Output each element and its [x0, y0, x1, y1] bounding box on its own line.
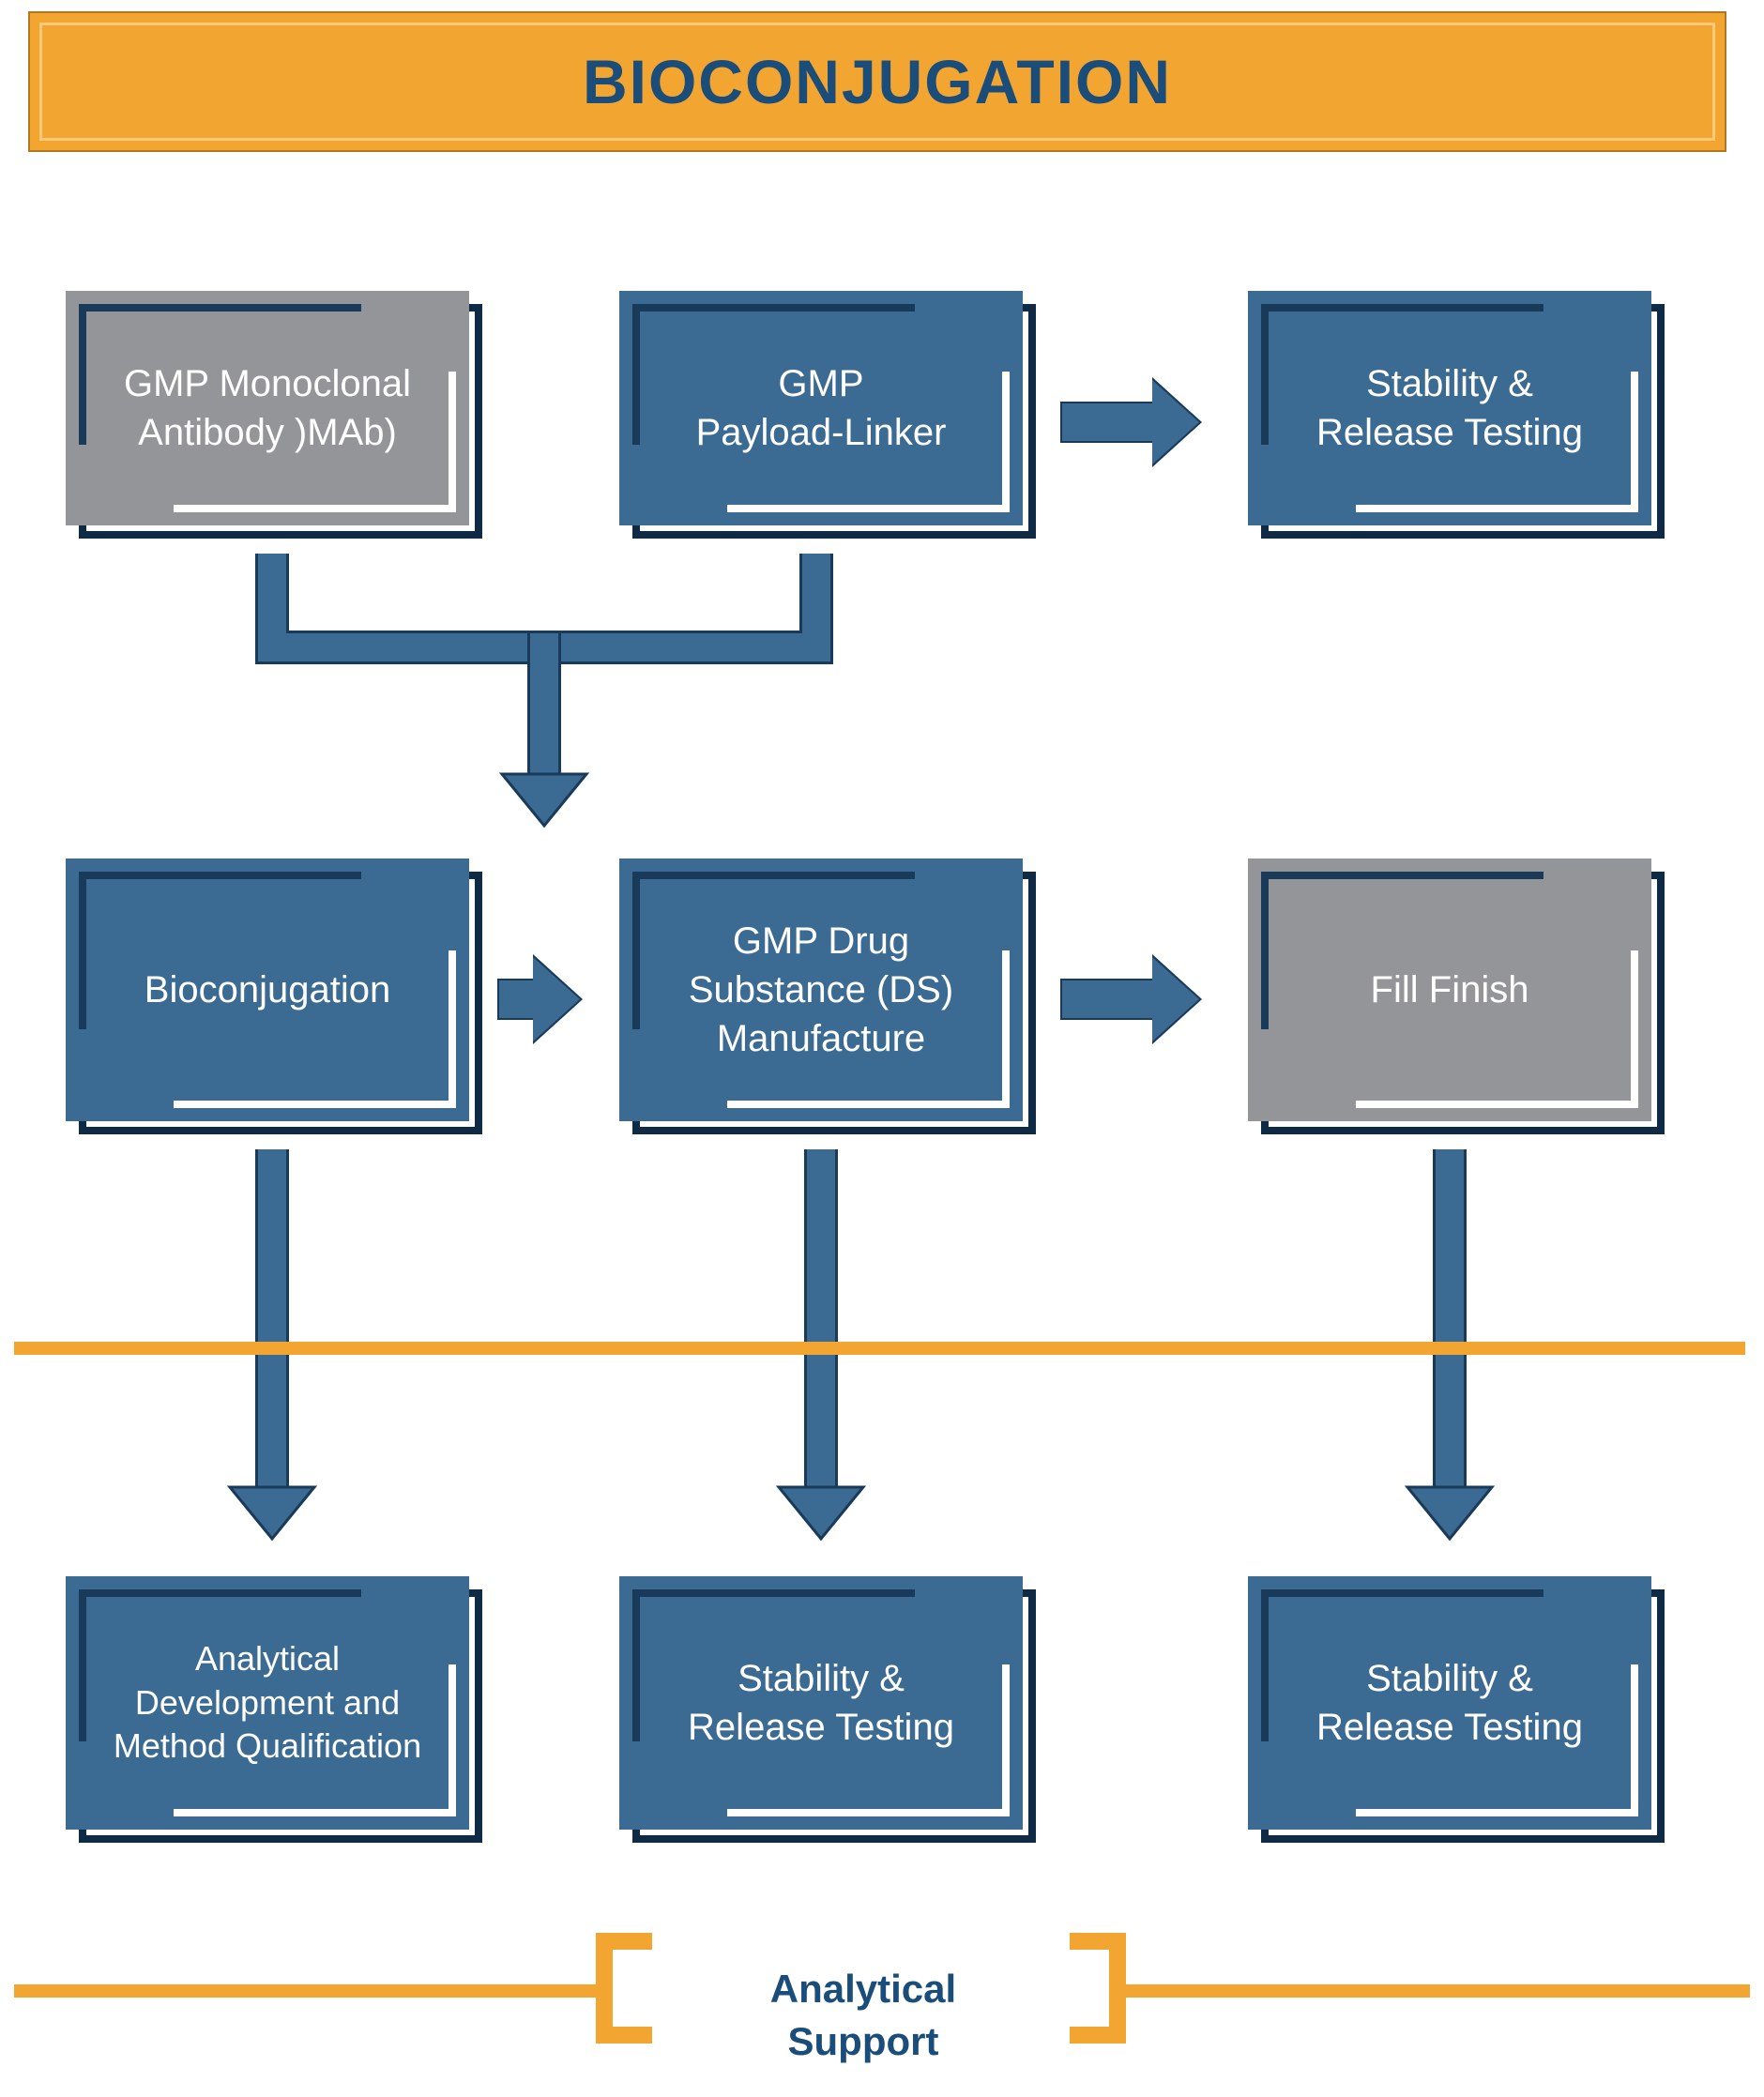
hline2_right	[1126, 1984, 1750, 1998]
hline2_left	[14, 1984, 596, 1998]
hline1	[14, 1342, 1745, 1355]
node-label: GMP Drug Substance (DS) Manufacture	[647, 917, 995, 1063]
footer-label: Analytical Support	[694, 1963, 1032, 2015]
node-label: Bioconjugation	[144, 965, 390, 1014]
node-label: Stability & Release Testing	[1316, 359, 1583, 457]
footer-bracket-left	[596, 1933, 652, 2044]
node-label: GMP Payload-Linker	[696, 359, 947, 457]
footer-bracket-right	[1070, 1933, 1126, 2044]
node-label: Fill Finish	[1371, 965, 1529, 1014]
node-label: Analytical Development and Method Qualif…	[94, 1637, 441, 1769]
node-label: Stability & Release Testing	[1316, 1654, 1583, 1752]
node-label: GMP Monoclonal Antibody )MAb)	[94, 359, 441, 457]
node-label: Stability & Release Testing	[688, 1654, 954, 1752]
